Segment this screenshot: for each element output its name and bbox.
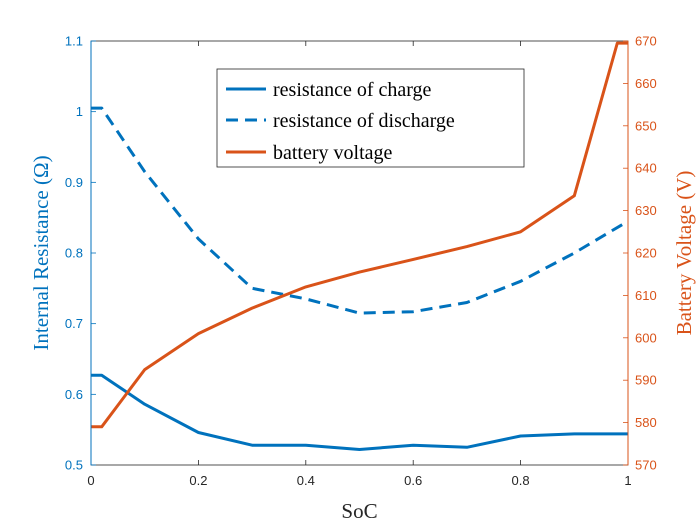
y-right-tick-label: 630 <box>635 203 657 218</box>
y-left-tick-label: 0.7 <box>65 316 83 331</box>
y-left-tick-label: 1.1 <box>65 34 83 49</box>
x-tick-label: 0.2 <box>189 473 207 488</box>
legend-label-resistance-of-charge: resistance of charge <box>273 79 432 101</box>
y-right-tick-label: 670 <box>635 34 657 49</box>
y-axis-label-left: Internal Resistance (Ω) <box>29 155 53 350</box>
x-tick-label: 0 <box>87 473 94 488</box>
y-right-tick-label: 650 <box>635 118 657 133</box>
legend-box <box>216 68 525 168</box>
y-right-tick-label: 620 <box>635 246 657 261</box>
x-axis-label: SoC <box>341 499 377 523</box>
y-left-tick-label: 0.8 <box>65 246 83 261</box>
x-axis: 0 0.2 0.4 0.6 0.8 1 <box>87 41 632 488</box>
y-right-tick-label: 600 <box>635 330 657 345</box>
y-right-tick-label: 660 <box>635 76 657 91</box>
y-axis-right: 570 580 590 600 610 620 630 640 650 660 670 <box>623 34 657 473</box>
y-left-tick-label: 0.5 <box>65 458 83 473</box>
x-tick-label: 0.6 <box>404 473 422 488</box>
y-axis-label-right: Battery Voltage (V) <box>672 171 696 336</box>
x-tick-label: 1 <box>624 473 631 488</box>
legend: resistance of charge resistance of disch… <box>216 68 525 168</box>
legend-label-battery-voltage: battery voltage <box>273 142 393 164</box>
y-right-tick-label: 640 <box>635 161 657 176</box>
x-tick-label: 0.4 <box>297 473 315 488</box>
y-axis-left: 0.5 0.6 0.7 0.8 0.9 1 1.1 <box>65 34 96 473</box>
series-line-battery-voltage <box>91 41 628 429</box>
y-right-tick-label: 570 <box>635 458 657 473</box>
y-left-tick-label: 1 <box>76 104 83 119</box>
series-layer <box>91 41 629 451</box>
x-tick-label: 0.8 <box>512 473 530 488</box>
y-right-tick-label: 580 <box>635 415 657 430</box>
y-left-tick-label: 0.9 <box>65 175 83 190</box>
y-left-tick-label: 0.6 <box>65 387 83 402</box>
y-right-tick-label: 610 <box>635 288 657 303</box>
series-line-resistance-of-discharge <box>91 106 629 315</box>
legend-label-resistance-of-discharge: resistance of discharge <box>273 110 455 132</box>
series-line-resistance-of-charge <box>91 373 628 451</box>
y-right-tick-label: 590 <box>635 373 657 388</box>
